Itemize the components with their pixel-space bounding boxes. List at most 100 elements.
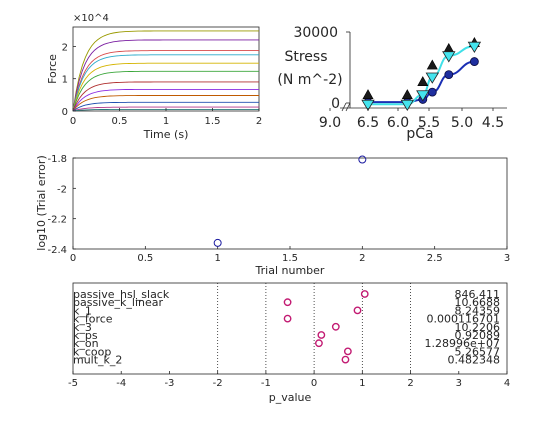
stress-down-triangle-marker: [442, 51, 456, 63]
parameter-points: [283, 290, 369, 364]
parameter-value-label: 1.28996e+07: [425, 337, 500, 350]
parameter-value-label: 0.92089: [455, 329, 501, 342]
parameter-name-label: k_coop: [73, 345, 111, 358]
force-x-label: Time (s): [143, 128, 189, 141]
force-trace-line: [72, 62, 259, 112]
parameter-point: [343, 347, 352, 356]
parameter-point: [341, 355, 350, 364]
trial-y-tick-label: -2.4: [47, 245, 67, 256]
axis-break-mark-2: [345, 102, 351, 112]
trial-x-tick-label: 2: [359, 253, 365, 264]
trial-y-tick-label: -2.2: [47, 215, 67, 226]
stress-pca-panel: 30000 0 Stress (N m^-2) 9.0 6.5 6.0 5.5 5.0 4…: [277, 25, 507, 142]
parameter-value-label: 5.26577: [455, 345, 501, 358]
parameter-point: [360, 290, 369, 298]
pca-x-tick-label: 5.0: [451, 115, 473, 131]
stress-title: Stress: [284, 49, 327, 65]
force-x-tick-label: 1.5: [205, 116, 221, 127]
pvalue-x-tick-label: 1: [359, 378, 365, 389]
parameter-labels: passive_hsl_slack 846.411 passive_k_linear…: [73, 288, 500, 367]
stress-ybottom-label: 0: [331, 96, 340, 112]
trial-error-point: [213, 238, 222, 247]
pca-x-tick-label: 5.5: [418, 115, 440, 131]
trial-x-tick-label: 1.5: [282, 253, 298, 264]
force-y-tick-label: 2: [62, 42, 68, 53]
parameter-value-label: 0.000116701: [427, 313, 500, 326]
pvalue-x-label: p_value: [269, 391, 312, 404]
force-trace-line: [72, 95, 259, 112]
parameter-name-label: k_on: [73, 337, 99, 350]
stress-down-triangle-marker: [467, 41, 482, 53]
stress-circle-marker: [427, 87, 437, 97]
trial-x-tick-label: 0.5: [137, 253, 153, 264]
parameter-value-label: 0.482348: [448, 354, 501, 367]
parameter-point: [283, 298, 292, 307]
pvalue-x-tick-label: -3: [164, 378, 174, 389]
trial-y-tick-label: -2: [57, 184, 67, 195]
pvalue-x-tick-label: 4: [504, 378, 510, 389]
pvalue-x-tick-label: -2: [213, 378, 223, 389]
pvalue-dotted-lines: [217, 283, 411, 374]
stress-triangle-marker: [401, 89, 413, 100]
stress-triangle-marker: [362, 89, 374, 100]
parameter-point: [317, 331, 326, 339]
parameter-name-label: k_1: [73, 304, 92, 317]
force-trace-line: [72, 39, 259, 112]
trial-error-panel: 0 0.5 1 1.5 2 2.5 3 -1.8 -2 -2.2 -2.4 Trial numbe…: [35, 154, 510, 277]
stress-circle-marker: [469, 57, 479, 66]
trial-x-ticks: 0 0.5 1 1.5 2 2.5 3: [70, 246, 510, 264]
stress-triangle-marker: [417, 76, 429, 86]
parameter-name-label: k_force: [73, 313, 113, 326]
stress-markers: [361, 37, 482, 111]
force-trace-line: [72, 81, 259, 112]
parameter-point: [315, 339, 323, 348]
force-trace-line: [72, 101, 259, 112]
pca-x-tick-label: 4.5: [482, 115, 504, 131]
pca-x-tick-label: 9.0: [319, 115, 341, 131]
pvalue-x-tick-label: 2: [407, 378, 413, 389]
trial-y-ticks: -1.8 -2 -2.2 -2.4: [47, 154, 76, 256]
force-y-exponent: ×10^4: [73, 13, 109, 24]
parameter-value-label: 10.2206: [455, 321, 501, 334]
pvalue-axes-box: [72, 282, 508, 375]
parameter-name-label: mult_k_2: [73, 354, 122, 367]
force-trace-line: [72, 30, 259, 112]
force-trace-line: [72, 54, 259, 112]
stress-down-triangle-marker: [361, 99, 375, 111]
trial-y-label: log10 (Trial error): [35, 155, 48, 250]
force-y-label: Force: [46, 54, 59, 84]
force-traces: [72, 30, 259, 112]
parameter-value-label: 10.6688: [455, 296, 501, 309]
trial-points: [213, 155, 367, 247]
force-trace-line: [72, 70, 259, 112]
pvalue-x-tick-label: -1: [261, 378, 271, 389]
stress-circle-marker: [444, 70, 454, 79]
trial-y-tick-label: -1.8: [47, 154, 67, 165]
trial-x-tick-label: 3: [504, 253, 510, 264]
stress-down-triangle-marker: [400, 99, 415, 111]
force-y-tick-label: 1: [62, 75, 68, 86]
parameter-point: [353, 306, 362, 315]
force-y-tick-label: 0: [62, 107, 68, 118]
trial-x-label: Trial number: [255, 264, 325, 277]
pvalue-x-tick-label: -5: [68, 378, 78, 389]
parameter-value-label: 8.24359: [455, 304, 501, 317]
stress-down-triangle-marker: [416, 90, 430, 102]
pvalue-x-tick-label: -4: [116, 378, 126, 389]
force-x-ticks: 0 0.5 1 1.5 2: [70, 108, 262, 127]
force-x-tick-label: 1: [163, 116, 169, 127]
trial-x-tick-label: 1: [214, 253, 220, 264]
force-y-ticks: 0 1 2: [62, 42, 76, 118]
pvalue-x-tick-label: 0: [311, 378, 317, 389]
parameter-name-label: k_3: [73, 321, 92, 334]
parameter-name-label: passive_k_linear: [73, 296, 163, 309]
pca-x-ticks: 9.0 6.5 6.0 5.5 5.0 4.5: [319, 108, 504, 131]
pca-x-tick-label: 6.5: [357, 115, 379, 131]
force-trace-line: [72, 88, 259, 112]
parameter-value-label: 846.411: [455, 288, 501, 301]
force-x-tick-label: 2: [256, 116, 262, 127]
trial-x-tick-label: 2.5: [427, 253, 443, 264]
force-x-tick-label: 0.5: [112, 116, 128, 127]
pvalue-x-tick-label: 3: [456, 378, 462, 389]
